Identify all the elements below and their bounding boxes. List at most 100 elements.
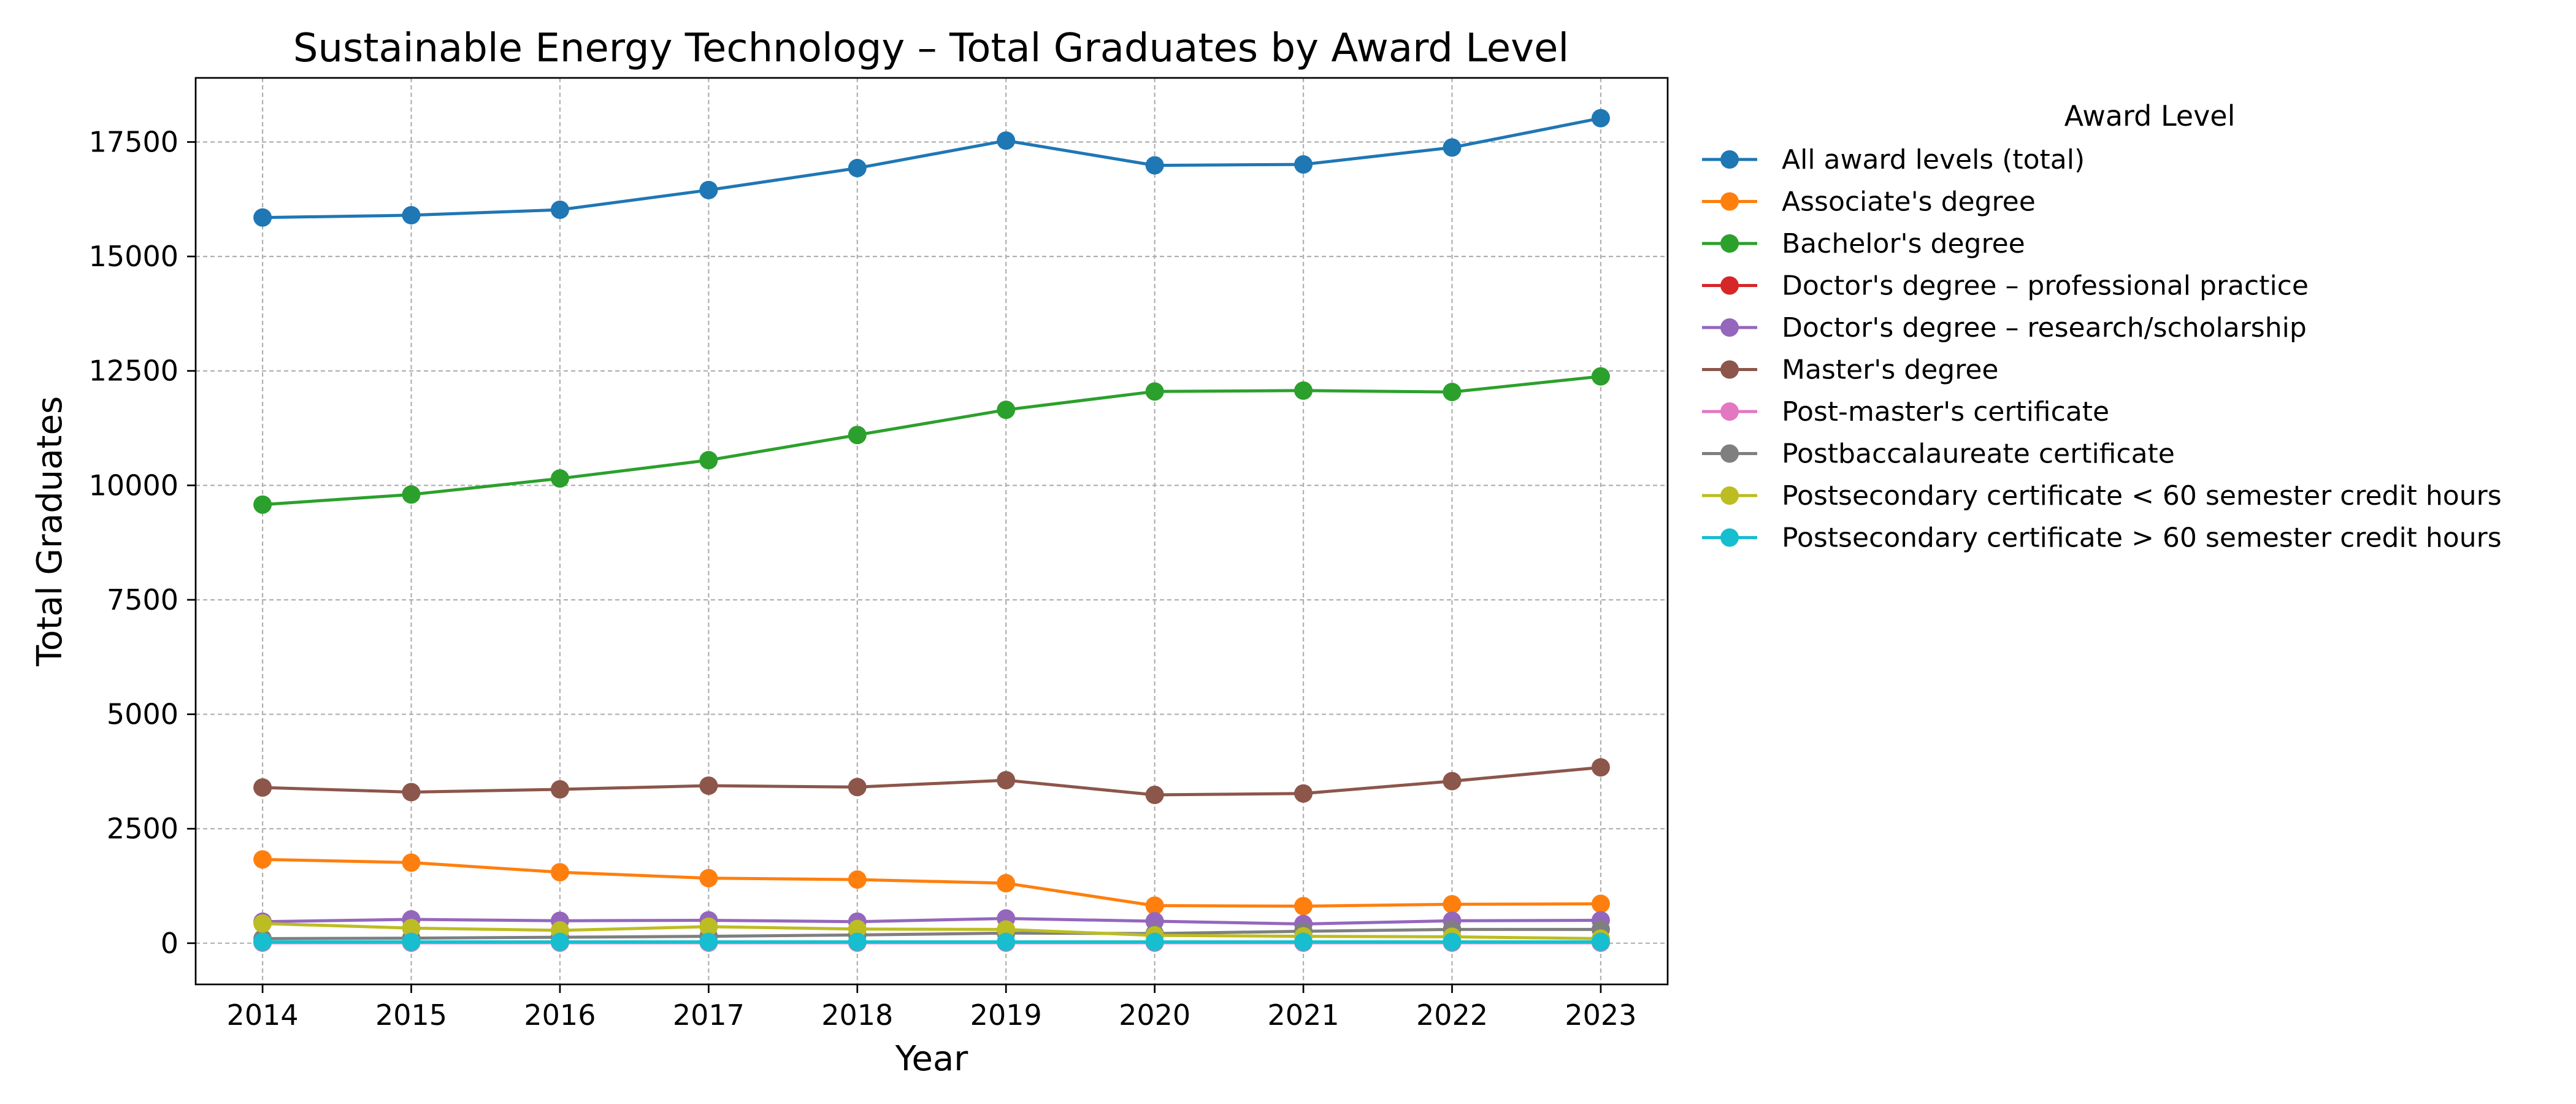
- y-tick-label: 5000: [107, 698, 178, 731]
- legend-label: Doctor's degree – research/scholarship: [1782, 312, 2307, 343]
- legend-swatch-marker: [1720, 234, 1739, 253]
- data-point: [253, 914, 272, 933]
- data-point: [402, 919, 421, 938]
- legend-item: Master's degree: [1702, 355, 1998, 386]
- legend-item: Doctor's degree – professional practice: [1702, 270, 2309, 302]
- x-axis-label: Year: [895, 1039, 969, 1079]
- data-point: [1145, 382, 1164, 401]
- legend-title: Award Level: [2064, 99, 2236, 132]
- legend-label: Postbaccalaureate certificate: [1782, 439, 2175, 470]
- x-axis: 2014 2015 2016 2017 2018 2019 2020 2021 2022 2023: [227, 984, 1636, 1032]
- legend-label: Postsecondary certificate > 60 semester …: [1782, 523, 2502, 554]
- data-point: [253, 778, 272, 797]
- legend-label: Master's degree: [1782, 355, 1998, 386]
- data-point: [1294, 155, 1313, 174]
- legend-item: Postsecondary certificate > 60 semester …: [1702, 523, 2502, 554]
- data-point: [1294, 932, 1313, 951]
- series-line: [261, 375, 1603, 507]
- legend-swatch-marker: [1720, 444, 1739, 463]
- y-tick-label: 0: [161, 927, 178, 960]
- series-line: [261, 765, 1603, 797]
- series-group: [253, 109, 1610, 953]
- legend-swatch-marker: [1720, 486, 1739, 505]
- data-point: [402, 932, 421, 951]
- y-tick-label: 12500: [89, 355, 178, 388]
- data-point: [848, 932, 867, 951]
- data-point: [997, 401, 1016, 420]
- plot-frame: [194, 77, 1669, 986]
- data-point: [1591, 758, 1610, 777]
- legend-swatch-marker: [1720, 360, 1739, 379]
- series-line: [261, 857, 1603, 908]
- data-point: [253, 208, 272, 227]
- y-axis-label: Total Graduates: [30, 396, 70, 667]
- legend-label: Bachelor's degree: [1782, 228, 2025, 259]
- data-point: [402, 853, 421, 872]
- data-point: [402, 783, 421, 802]
- legend-label: Doctor's degree – professional practice: [1782, 270, 2309, 302]
- chart-title: Sustainable Energy Technology – Total Gr…: [293, 26, 1569, 71]
- legend-label: All award levels (total): [1782, 144, 2085, 175]
- legend-label: Associate's degree: [1782, 186, 2036, 218]
- series-10: [253, 932, 1610, 951]
- data-point: [848, 159, 867, 178]
- data-point: [848, 778, 867, 797]
- x-tick-label: 2018: [821, 999, 893, 1032]
- data-point: [1443, 138, 1462, 157]
- legend-item: Doctor's degree – research/scholarship: [1702, 312, 2307, 343]
- data-point: [997, 131, 1016, 150]
- y-tick-label: 15000: [89, 240, 178, 273]
- data-point: [253, 495, 272, 514]
- data-point: [1145, 156, 1164, 175]
- y-tick-label: 2500: [107, 812, 178, 845]
- legend-label: Postsecondary certificate < 60 semester …: [1782, 480, 2502, 512]
- data-point: [550, 200, 569, 219]
- legend-swatch-marker: [1720, 192, 1739, 211]
- data-point: [997, 874, 1016, 893]
- data-point: [1591, 109, 1610, 128]
- y-tick-label: 10000: [89, 469, 178, 502]
- y-tick-label: 17500: [89, 126, 178, 159]
- data-point: [402, 205, 421, 224]
- legend-item: Postsecondary certificate < 60 semester …: [1702, 480, 2502, 512]
- data-point: [997, 932, 1016, 951]
- data-point: [1443, 932, 1462, 951]
- data-point: [699, 776, 718, 795]
- legend-item: All award levels (total): [1702, 144, 2085, 175]
- data-point: [550, 469, 569, 488]
- data-point: [848, 919, 867, 938]
- legend-item: Associate's degree: [1702, 186, 2036, 218]
- data-point: [699, 868, 718, 887]
- x-tick-label: 2016: [524, 999, 596, 1032]
- series-line: [261, 922, 1603, 940]
- data-point: [253, 850, 272, 869]
- x-tick-label: 2022: [1416, 999, 1488, 1032]
- series-line: [261, 927, 1603, 940]
- data-point: [1294, 897, 1313, 916]
- data-point: [1145, 932, 1164, 951]
- legend-swatch-marker: [1720, 528, 1739, 547]
- data-point: [699, 917, 718, 936]
- data-point: [1443, 772, 1462, 791]
- data-point: [402, 485, 421, 504]
- series-6: [253, 758, 1610, 804]
- data-point: [699, 932, 718, 951]
- x-tick-label: 2014: [227, 999, 299, 1032]
- data-point: [1294, 381, 1313, 400]
- series-line: [261, 917, 1603, 926]
- legend-swatch-marker: [1720, 276, 1739, 295]
- data-point: [997, 771, 1016, 790]
- data-point: [1591, 367, 1610, 386]
- x-tick-label: 2015: [375, 999, 447, 1032]
- y-tick-label: 7500: [107, 583, 178, 616]
- legend-item: Bachelor's degree: [1702, 228, 2025, 259]
- y-axis: 0 2500 5000 7500 10000 12500 15000 17500: [89, 126, 196, 960]
- data-point: [1145, 785, 1164, 804]
- data-point: [1145, 896, 1164, 915]
- data-point: [1591, 894, 1610, 913]
- data-point: [253, 932, 272, 951]
- data-point: [550, 780, 569, 799]
- series-3: [253, 367, 1610, 514]
- legend-swatch-marker: [1720, 402, 1739, 421]
